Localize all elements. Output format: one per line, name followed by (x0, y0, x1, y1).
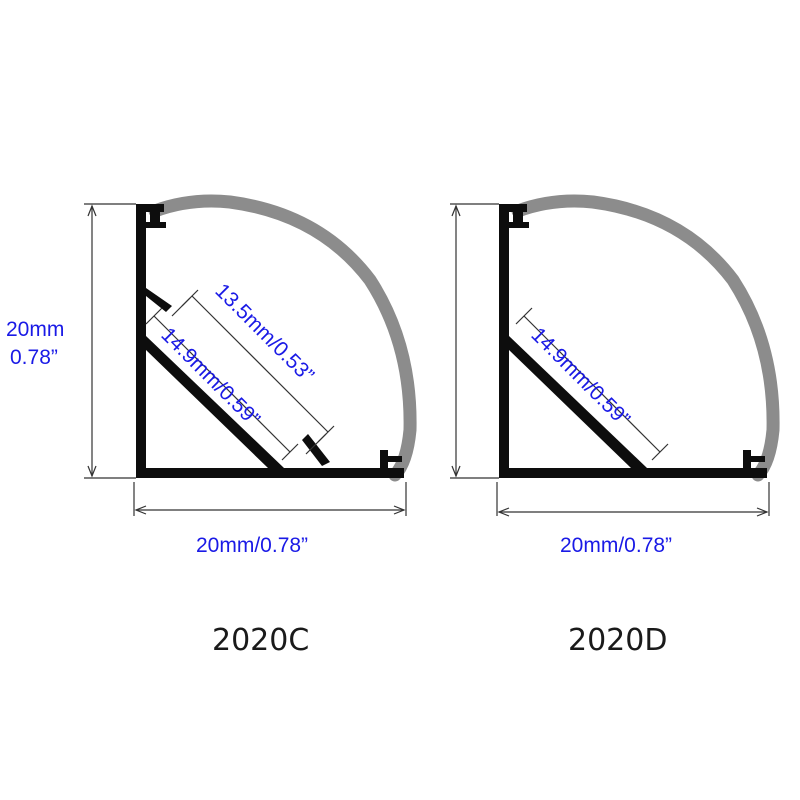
width-label: 20mm/0.78” (560, 534, 672, 557)
profile-2020c: 20mm 0.78” 20mm/0.78” 13.5mm/0.53” 14.9m… (6, 194, 417, 658)
width-dimension (496, 482, 770, 517)
profile-2020d: 20mm/0.78” 14.9mm/0.59” 2020D (450, 194, 780, 658)
width-label: 20mm/0.78” (196, 534, 308, 557)
height-in-label: 0.78” (10, 346, 58, 369)
inner-width-dimension (171, 289, 335, 455)
strip-width-dimension (515, 307, 669, 461)
height-dimension (84, 203, 136, 479)
profile-name-2020c: 2020C (212, 623, 309, 658)
inner-width-label: 13.5mm/0.53” (210, 279, 318, 387)
aluminum-profile (136, 204, 404, 478)
height-dimension (450, 203, 499, 479)
height-mm-label: 20mm (6, 318, 64, 341)
diffuser-cover (511, 194, 780, 482)
diffuser-cover (148, 194, 417, 482)
aluminum-profile (499, 204, 767, 478)
width-dimension (133, 482, 407, 516)
strip-width-label: 14.9mm/0.59” (156, 323, 264, 431)
profile-name-2020d: 2020D (568, 623, 667, 658)
strip-width-dimension (145, 307, 299, 461)
